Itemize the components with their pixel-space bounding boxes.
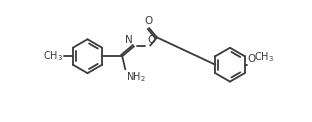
Text: O: O: [147, 35, 155, 45]
Text: NH$_2$: NH$_2$: [126, 70, 146, 84]
Text: N: N: [125, 35, 133, 45]
Text: O: O: [248, 54, 256, 64]
Text: CH$_3$: CH$_3$: [43, 49, 63, 63]
Text: CH$_3$: CH$_3$: [254, 50, 274, 64]
Text: O: O: [144, 16, 152, 26]
